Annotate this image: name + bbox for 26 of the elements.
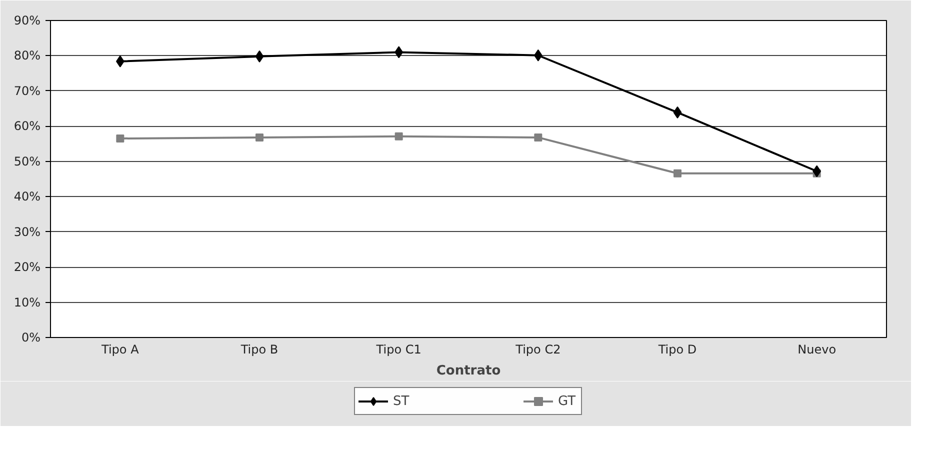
point [116,134,124,142]
y-tick-label: 70% [14,84,40,98]
x-tick-label: Tipo A [100,342,140,356]
legend-label: GT [558,394,577,408]
y-tick-label: 20% [14,260,40,274]
x-tick-label: Tipo C1 [375,342,422,356]
y-tick-label: 40% [14,190,40,204]
point [673,106,682,118]
point [674,169,682,178]
legend-label: ST [393,394,410,408]
point [534,133,542,142]
point [394,132,403,140]
y-tick-label: 60% [14,119,40,134]
y-tick-label: 80% [14,48,40,63]
x-tick-label: Tipo B [240,342,278,356]
y-tick-label: 10% [14,295,40,310]
point [256,133,264,142]
y-tick-label: 90% [14,14,40,28]
x-tick-label: Tipo D [657,342,697,356]
x-axis-title: Contrato [436,364,501,378]
x-tick-label: Tipo C2 [514,342,561,356]
y-tick-label: 50% [14,154,40,168]
y-tick-label: 0% [21,330,41,344]
x-tick-label: Nuevo [798,342,836,356]
point [255,50,264,62]
y-tick-label: 30% [14,224,40,239]
